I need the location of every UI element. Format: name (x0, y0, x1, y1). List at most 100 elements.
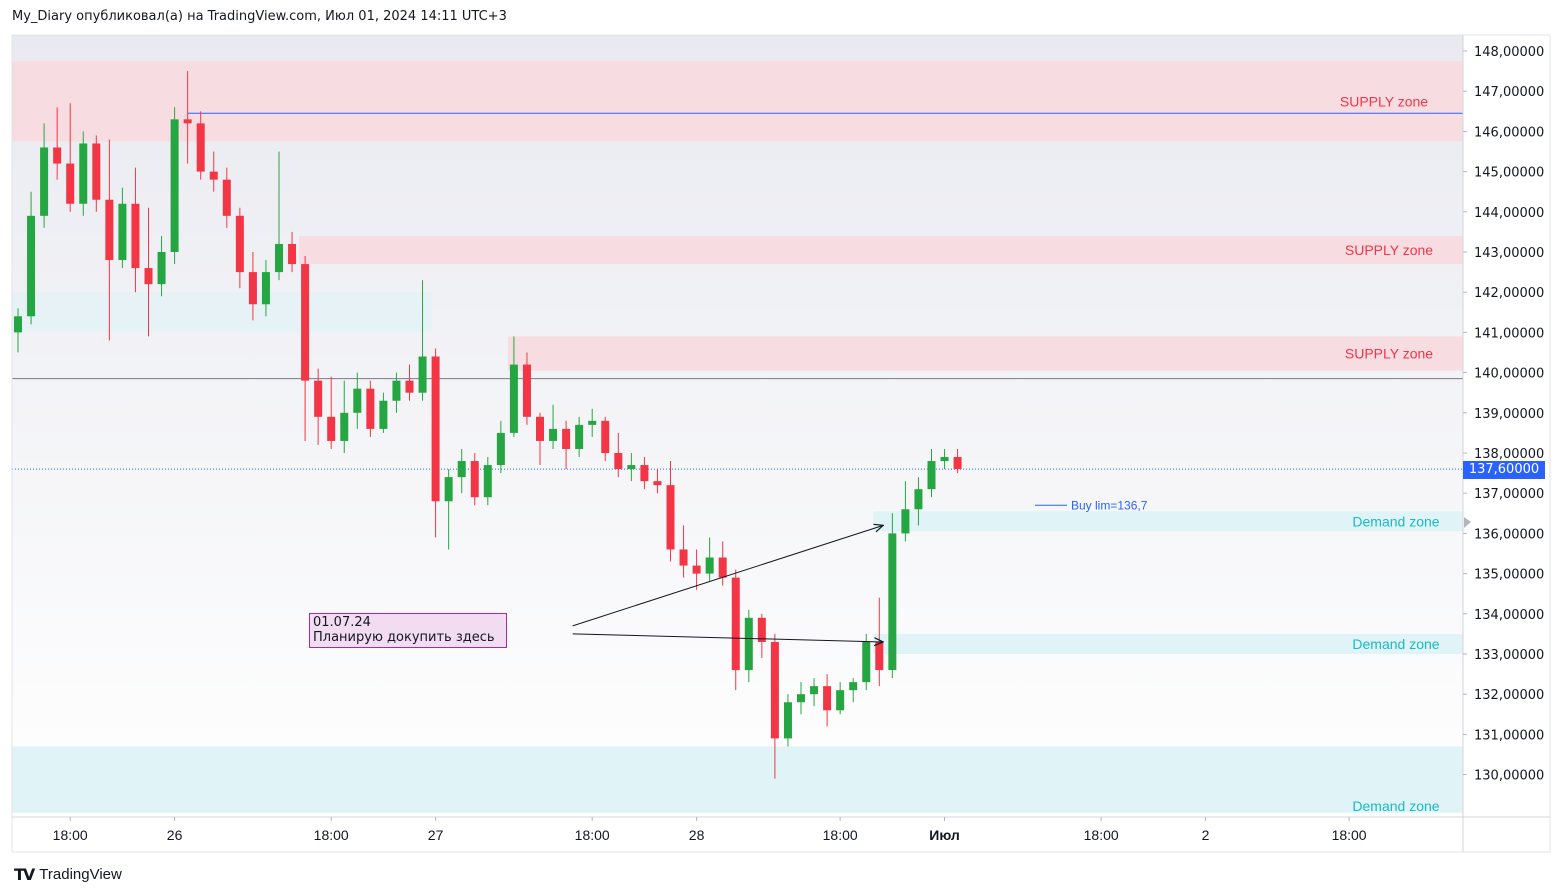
candle-body (170, 119, 179, 252)
candle-body (118, 203, 127, 261)
candles-layer (14, 71, 962, 779)
candle-body (183, 119, 192, 124)
supply-zone (299, 235, 1464, 265)
candle-body (522, 364, 531, 417)
y-tick-label: 136,00000 (1474, 527, 1544, 542)
supply-zone (507, 336, 1463, 371)
demand-zone (873, 633, 1463, 654)
x-tick-label: 18:00 (1332, 827, 1367, 843)
candle-body (705, 557, 714, 574)
candle-body (757, 617, 766, 642)
candle-body (366, 388, 375, 429)
candle-body (27, 215, 36, 317)
candle-body (288, 243, 297, 265)
annotation-arrow (572, 525, 884, 627)
y-tick-label: 143,00000 (1474, 246, 1544, 261)
candle-body (131, 203, 140, 269)
demand-zone-label: Demand zone (1352, 798, 1439, 814)
candle-body (379, 400, 388, 429)
note-date: 01.07.24 (313, 615, 371, 630)
candle-body (209, 171, 218, 180)
candle-body (314, 380, 323, 417)
candle-body (496, 432, 505, 466)
candle-body (144, 268, 153, 285)
candle-body (235, 215, 244, 273)
order-label: Buy lim=136,7 (1071, 498, 1148, 512)
y-tick-label: 139,00000 (1474, 407, 1544, 422)
candle-body (418, 356, 427, 393)
note-box[interactable]: 01.07.24 Планирую докупить здесь (309, 613, 507, 648)
candle-body (953, 457, 962, 470)
y-tick-label: 144,00000 (1474, 206, 1544, 221)
y-tick-label: 135,00000 (1474, 568, 1544, 583)
candle-body (640, 465, 649, 482)
candle-body (53, 147, 62, 164)
candle-body (340, 412, 349, 441)
chart-background (12, 35, 1463, 817)
supply-zone-label: SUPPLY zone (1345, 242, 1433, 258)
candle-body (353, 388, 362, 413)
x-tick-label: 18:00 (575, 827, 610, 843)
x-tick-label: 27 (428, 827, 444, 843)
candle-body (261, 272, 270, 305)
candle-body (483, 465, 492, 498)
arrows-layer (572, 525, 884, 642)
candle-body (797, 694, 805, 703)
candle-body (575, 424, 584, 449)
candle-body (509, 364, 518, 433)
candle-body (431, 356, 440, 502)
candle-body (744, 617, 753, 671)
candle-body (901, 509, 910, 534)
annotation-arrow (572, 633, 884, 642)
y-tick-label: 134,00000 (1474, 608, 1544, 623)
y-tick-label: 132,00000 (1474, 688, 1544, 703)
candle-body (862, 641, 871, 683)
supply-zone (12, 61, 1463, 142)
candle-body (601, 420, 610, 453)
candle-body (914, 489, 923, 510)
demand-zone-label: Demand zone (1352, 513, 1439, 529)
candle-body (405, 380, 414, 393)
candle-body (718, 557, 727, 578)
candle-body (14, 316, 22, 333)
tradingview-footer[interactable]: TV TradingView (14, 865, 122, 884)
zone-marker-icon (1464, 517, 1471, 528)
y-tick-label: 138,00000 (1474, 447, 1544, 462)
demand-zone-faint (12, 292, 432, 333)
candle-body (457, 461, 466, 478)
candle-body (549, 428, 558, 441)
candle-body (157, 252, 166, 285)
candle-body (275, 243, 283, 273)
y-tick-label: 133,00000 (1474, 648, 1544, 663)
candle-body (940, 457, 949, 462)
candle-body (679, 549, 688, 566)
candle-body (66, 163, 75, 204)
candle-body (392, 380, 401, 401)
tradingview-logo-icon: TV (14, 865, 35, 884)
price-axis[interactable]: 148,00000 147,00000 146,00000 145,00000 144,… (1463, 45, 1544, 784)
supply-zone-label: SUPPLY zone (1340, 93, 1428, 109)
publisher-header: My_Diary опубликовал(а) на TradingView.c… (12, 9, 507, 24)
candle-body (666, 485, 675, 550)
candle-body (536, 416, 544, 441)
candle-body (470, 461, 479, 498)
chart-frame (11, 34, 1551, 853)
candle-body (770, 641, 779, 739)
supply-zone-label: SUPPLY zone (1345, 346, 1433, 362)
candle-body (222, 179, 231, 216)
time-axis[interactable]: 18:00 26 18:00 27 18:00 28 18:00 Июл 18:00 2 18:00 (53, 817, 1367, 843)
candle-body (783, 702, 792, 739)
x-tick-label: Июл (929, 827, 960, 843)
y-tick-label: 131,00000 (1474, 728, 1544, 743)
candle-body (927, 461, 936, 490)
candle-body (627, 465, 636, 470)
y-tick-label: 137,00000 (1474, 487, 1544, 502)
candle-body (105, 199, 114, 261)
candle-body (692, 565, 701, 574)
horizontal-lines-layer: Buy lim=136,7 (12, 112, 1463, 512)
x-tick-label: 18:00 (314, 827, 349, 843)
candle-body (849, 682, 858, 691)
candle-body (836, 690, 845, 711)
candle-body (823, 686, 832, 711)
